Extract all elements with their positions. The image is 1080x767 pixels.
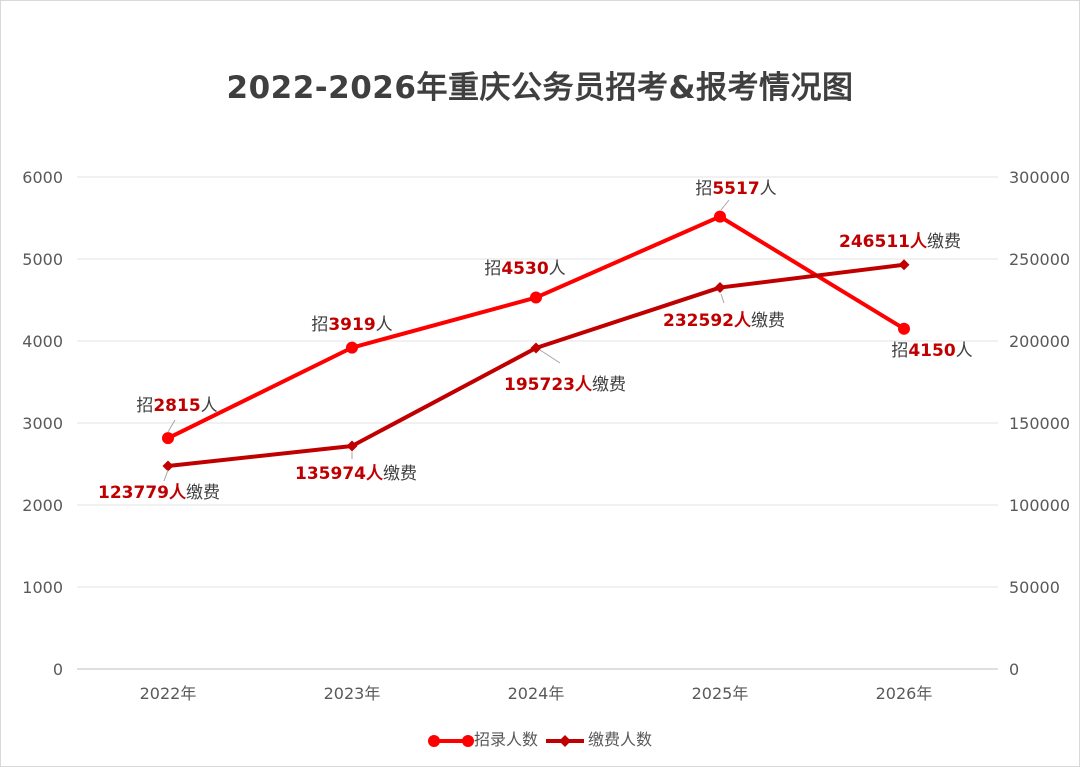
label-leader-line (720, 199, 730, 211)
data-point-circle (346, 341, 358, 354)
left-axis-tick: 5000 (22, 250, 63, 269)
data-point-diamond (346, 440, 358, 452)
left-axis-tick: 1000 (22, 578, 63, 597)
left-axis-tick: 6000 (22, 168, 63, 187)
data-point-circle (162, 432, 174, 445)
legend-label: 招录人数 (473, 730, 538, 749)
right-axis-tick: 250000 (1009, 250, 1070, 269)
data-point-diamond (714, 282, 726, 294)
x-axis-tick: 2024年 (508, 684, 565, 703)
x-axis-tick: 2026年 (876, 684, 933, 703)
legend-item: 招录人数 (427, 726, 538, 750)
data-label: 招4150人 (891, 341, 972, 361)
right-axis-tick: 100000 (1009, 496, 1070, 515)
data-label: 123779人缴费 (98, 483, 220, 503)
data-point-diamond (162, 460, 174, 472)
data-label: 招4530人 (484, 259, 565, 279)
data-point-circle (530, 291, 542, 304)
data-label: 195723人缴费 (504, 375, 626, 395)
data-label: 232592人缴费 (663, 311, 785, 331)
series-line-1 (166, 214, 906, 441)
data-label: 招5517人 (695, 179, 776, 199)
left-axis-tick: 3000 (22, 414, 63, 433)
label-leader-line (163, 469, 169, 482)
legend: 招录人数 缴费人数 (0, 726, 1080, 750)
right-axis-tick: 150000 (1009, 414, 1070, 433)
data-label: 招2815人 (136, 396, 217, 416)
label-leader-line (720, 293, 725, 304)
right-axis-tick: 300000 (1009, 168, 1070, 187)
right-axis-tick: 50000 (1009, 578, 1060, 597)
left-axis-tick: 2000 (22, 496, 63, 515)
label-leader-line (167, 419, 176, 433)
data-point-circle (898, 322, 910, 335)
legend-label: 缴费人数 (588, 730, 653, 749)
data-point-circle (714, 210, 726, 223)
chart-title: 2022-2026年重庆公务员招考&报考情况图 (226, 70, 854, 106)
x-axis-tick: 2023年 (324, 684, 381, 703)
data-point-diamond (898, 259, 910, 271)
data-label: 135974人缴费 (295, 464, 417, 484)
left-axis-tick: 0 (53, 660, 63, 679)
data-point-diamond (530, 342, 542, 354)
legend-diamond-marker-icon (546, 734, 584, 747)
left-axis-tick: 4000 (22, 332, 63, 351)
legend-circle-marker-icon (427, 734, 474, 747)
x-axis-tick: 2025年 (692, 684, 749, 703)
data-label: 246511人缴费 (839, 232, 961, 252)
legend-item: 缴费人数 (542, 726, 652, 750)
label-leader-line (539, 349, 561, 364)
x-axis-tick: 2022年 (140, 684, 197, 703)
data-label: 招3919人 (311, 315, 392, 335)
right-axis-tick: 0 (1009, 660, 1019, 679)
right-axis-tick: 200000 (1009, 332, 1070, 351)
